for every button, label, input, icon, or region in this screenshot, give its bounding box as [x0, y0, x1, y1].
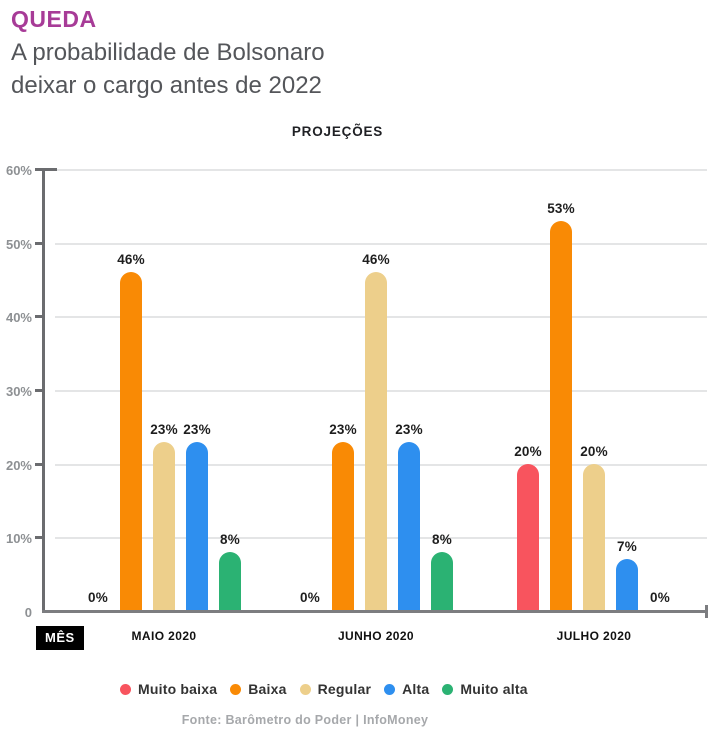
bar-value-label-regular-2: 46%: [362, 252, 390, 268]
subtitle-line-2: deixar o cargo antes de 2022: [11, 72, 322, 99]
plot-area: 60% 50% 40% 30% 20% 10% 0 0% 46% 23% 23% 8% MAIO 202…: [6, 163, 708, 643]
legend-dot-alta-icon: [384, 683, 396, 695]
x-axis-label-3: JULHO 2020: [556, 629, 632, 643]
y-axis-label-0: 0: [24, 605, 32, 620]
y-axis-tick-50: [35, 241, 45, 245]
legend-dot-muito-alta-icon: [442, 683, 454, 695]
y-axis-label-20: 20%: [5, 457, 32, 473]
bar-value-label-alta-3: 7%: [617, 539, 637, 555]
chart-subtitle: A probabilidade de Bolsonaro deixar o ca…: [11, 36, 325, 102]
gridline-50: [55, 242, 707, 245]
x-axis-line: [42, 610, 707, 613]
source-credit: Fonte: Barômetro do Poder | InfoMoney: [181, 713, 429, 727]
chart-title: PROJEÇÕES: [291, 124, 384, 139]
bar-regular-3: [583, 463, 605, 611]
y-axis-label-40: 40%: [5, 310, 32, 326]
y-axis-label-10: 10%: [5, 531, 32, 547]
bar-baixa-1: [120, 272, 142, 611]
y-axis-label-50: 50%: [5, 236, 32, 252]
x-axis-end-tick: [705, 605, 708, 618]
bar-value-label-muito-baixa-1: 0%: [88, 590, 108, 605]
bar-value-label-muito-alta-1: 8%: [220, 532, 240, 548]
legend-item-muito-baixa: Muito baixa: [120, 681, 217, 697]
x-axis-label-2: JUNHO 2020: [337, 629, 415, 643]
chart-legend: Muito baixa Baixa Regular Alta Muito alta: [120, 681, 528, 697]
legend-dot-regular-icon: [299, 683, 311, 695]
legend-label-alta: Alta: [402, 681, 430, 697]
bar-value-label-regular-1: 23%: [150, 421, 178, 437]
bar-baixa-2: [332, 441, 354, 611]
bar-value-label-alta-1: 23%: [183, 421, 211, 437]
bar-regular-2: [365, 272, 387, 611]
x-axis-label-1: MAIO 2020: [131, 629, 197, 643]
subtitle-line-1: A probabilidade de Bolsonaro: [11, 39, 325, 66]
bar-muito-alta-2: [431, 552, 453, 611]
bar-value-label-muito-baixa-2: 0%: [300, 590, 320, 605]
bar-value-label-muito-alta-3: 0%: [650, 590, 670, 605]
legend-label-muito-alta: Muito alta: [460, 681, 528, 697]
bar-alta-1: [186, 441, 208, 611]
bar-alta-2: [398, 441, 420, 611]
bar-muito-alta-1: [219, 552, 241, 611]
legend-item-baixa: Baixa: [230, 681, 286, 697]
bar-value-label-baixa-2: 23%: [329, 421, 357, 437]
y-axis-tick-10: [35, 536, 45, 540]
y-axis-tick-60: [35, 168, 57, 171]
y-axis-label-30: 30%: [5, 384, 32, 399]
bar-alta-3: [616, 559, 638, 611]
bar-value-label-baixa-1: 46%: [117, 252, 145, 268]
bar-muito-baixa-3: [517, 463, 539, 611]
bar-value-label-alta-2: 23%: [395, 421, 423, 437]
legend-item-alta: Alta: [384, 681, 429, 697]
legend-item-regular: Regular: [299, 681, 372, 697]
bar-value-label-muito-alta-2: 8%: [432, 532, 452, 548]
legend-label-regular: Regular: [317, 681, 372, 697]
legend-label-muito-baixa: Muito baixa: [138, 681, 218, 697]
kicker-title: QUEDA: [11, 6, 97, 32]
y-axis-tick-20: [35, 462, 45, 466]
y-axis-tick-30: [35, 389, 45, 392]
bar-regular-1: [153, 441, 175, 611]
legend-label-baixa: Baixa: [248, 681, 287, 697]
y-axis-tick-40: [35, 315, 45, 319]
y-axis-label-60: 60%: [5, 163, 32, 178]
legend-item-muito-alta: Muito alta: [442, 681, 528, 697]
bar-value-label-regular-3: 20%: [580, 443, 608, 459]
bar-value-label-baixa-3: 53%: [547, 200, 575, 216]
legend-dot-baixa-icon: [230, 683, 242, 695]
x-axis-title-badge: MÊS: [36, 626, 84, 650]
bar-baixa-3: [550, 220, 572, 611]
bar-value-label-muito-baixa-3: 20%: [514, 443, 542, 459]
gridline-60: [55, 169, 707, 171]
legend-dot-muito-baixa-icon: [120, 683, 131, 695]
